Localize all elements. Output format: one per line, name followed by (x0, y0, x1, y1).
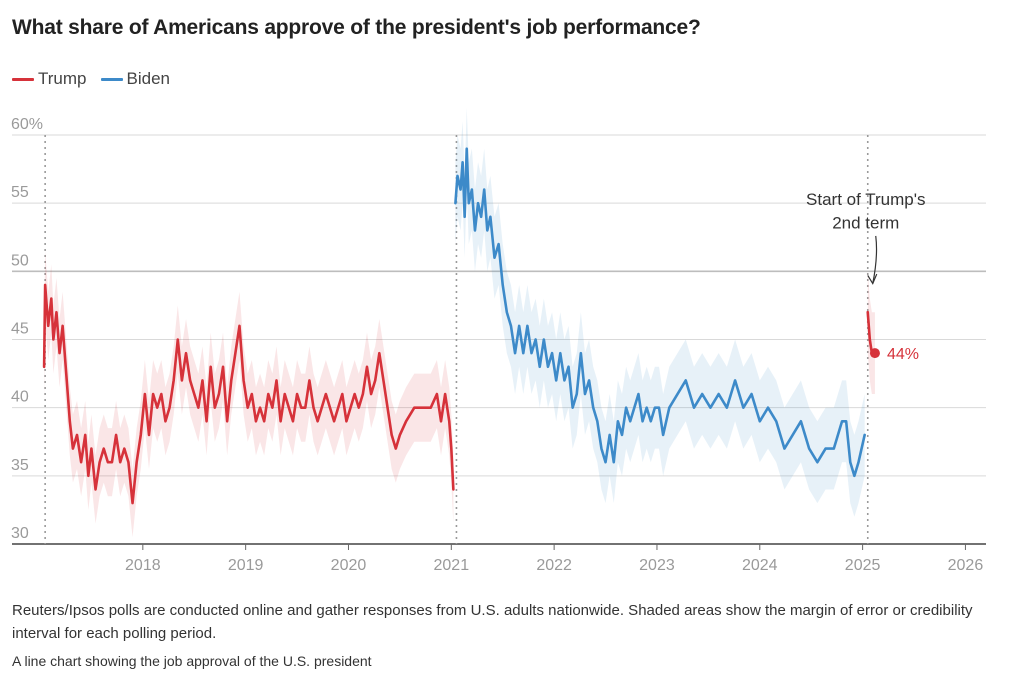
x-tick-label-2020: 2020 (331, 557, 367, 574)
legend-label-trump: Trump (38, 69, 87, 88)
legend-item-trump: Trump (12, 69, 87, 89)
annotation-label-line1: Start of Trump's (806, 190, 925, 209)
legend-label-biden: Biden (126, 69, 170, 88)
x-tick-label-2024: 2024 (742, 557, 778, 574)
legend-swatch-biden (100, 77, 123, 81)
series-line-2 (454, 147, 866, 478)
margin-band-2 (455, 107, 865, 517)
x-tick-label-2025: 2025 (845, 557, 881, 574)
series-line-1 (42, 283, 455, 505)
margin-band-1 (44, 250, 454, 538)
x-tick-label-2019: 2019 (228, 557, 264, 574)
y-tick-label-40: 40 (11, 389, 29, 406)
y-tick-label-60: 60% (11, 116, 43, 133)
x-tick-label-2022: 2022 (536, 557, 572, 574)
y-tick-label-55: 55 (11, 184, 29, 201)
x-tick-label-2021: 2021 (434, 557, 470, 574)
y-tick-label-30: 30 (11, 525, 29, 542)
annotation-arrowhead (867, 273, 878, 285)
legend-swatch-trump (12, 77, 34, 81)
y-tick-label-35: 35 (11, 457, 29, 474)
y-tick-label-50: 50 (11, 252, 29, 269)
annotation-label-line2: 2nd term (832, 213, 899, 232)
chart-title: What share of Americans approve of the p… (12, 16, 701, 39)
legend: Trump Biden (12, 69, 170, 89)
legend-item-biden: Biden (100, 69, 170, 89)
chart-alt-text: A line chart showing the job approval of… (12, 653, 372, 669)
x-tick-label-2018: 2018 (125, 557, 161, 574)
y-tick-label-45: 45 (11, 321, 29, 338)
end-value-label: 44% (887, 346, 919, 363)
end-point-marker (869, 348, 880, 359)
margin-band-3 (867, 271, 875, 395)
chart-footnote: Reuters/Ipsos polls are conducted online… (12, 602, 973, 642)
approval-line-chart: 60% 55 50 45 40 35 30 2018 2019 2020 2021 2022 2023 2… (11, 107, 986, 574)
x-tick-label-2026: 2026 (948, 557, 984, 574)
x-tick-label-2023: 2023 (639, 557, 675, 574)
annotation-arrow (872, 235, 878, 284)
